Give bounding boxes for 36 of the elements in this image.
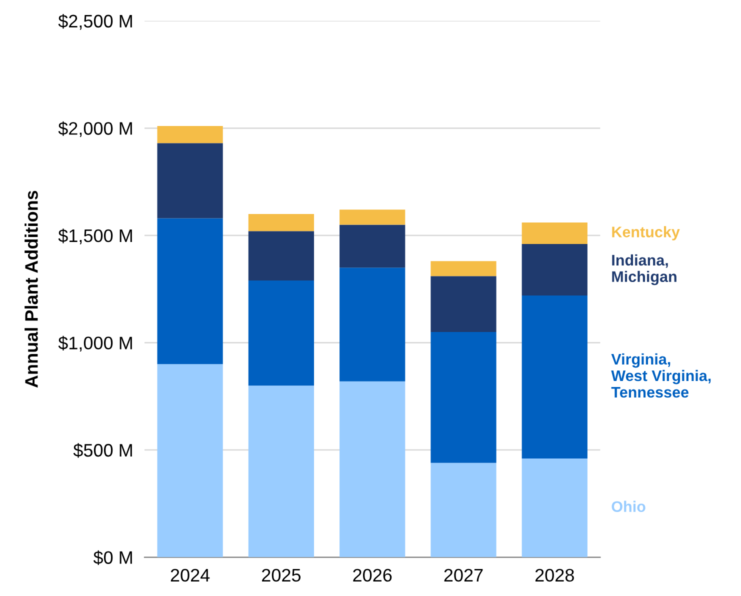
x-tick-label: 2024 bbox=[170, 568, 210, 582]
bar bbox=[157, 126, 223, 144]
bar bbox=[430, 276, 496, 332]
bar bbox=[248, 214, 314, 232]
bar bbox=[340, 210, 406, 225]
x-tick-label: 2026 bbox=[353, 568, 392, 582]
y-tick-label: $1,500 M bbox=[58, 228, 132, 244]
bar bbox=[522, 295, 588, 459]
bar bbox=[430, 462, 496, 558]
y-tick-label: $500 M bbox=[73, 443, 132, 458]
bar bbox=[340, 224, 406, 268]
y-tick-label: $2,500 M bbox=[58, 14, 132, 30]
bar bbox=[340, 268, 406, 382]
series-label: Ohio bbox=[612, 500, 646, 512]
bar bbox=[248, 280, 314, 386]
series-label: Virginia, West Virginia, Tennessee bbox=[611, 353, 711, 398]
y-tick-label: $2,000 M bbox=[58, 121, 132, 137]
y-tick-label: $0 M bbox=[93, 550, 132, 566]
bar bbox=[522, 244, 588, 296]
bar bbox=[340, 381, 406, 558]
bar bbox=[430, 261, 496, 276]
bar bbox=[430, 332, 496, 463]
bar bbox=[522, 458, 588, 558]
bar bbox=[157, 143, 223, 218]
series-label: Kentucky bbox=[612, 226, 680, 240]
x-tick-label: 2025 bbox=[262, 568, 301, 582]
y-axis-title: Annual Plant Additions bbox=[24, 190, 38, 388]
bar bbox=[157, 364, 223, 558]
y-tick-label: $1,000 M bbox=[58, 336, 132, 352]
x-tick-label: 2028 bbox=[535, 568, 574, 582]
x-tick-label: 2027 bbox=[444, 568, 483, 582]
bar bbox=[157, 218, 223, 364]
series-label: Indiana, Michigan bbox=[612, 254, 676, 286]
bar bbox=[522, 222, 588, 244]
bar bbox=[248, 231, 314, 280]
bar bbox=[248, 386, 314, 558]
